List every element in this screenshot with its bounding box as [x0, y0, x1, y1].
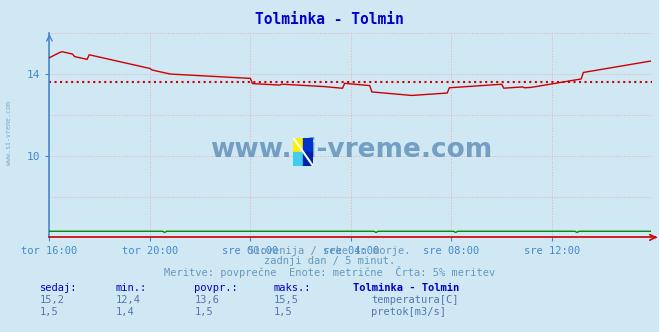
- Text: Meritve: povprečne  Enote: metrične  Črta: 5% meritev: Meritve: povprečne Enote: metrične Črta:…: [164, 266, 495, 278]
- Bar: [293, 152, 303, 166]
- Text: www.si-vreme.com: www.si-vreme.com: [5, 101, 12, 165]
- Text: povpr.:: povpr.:: [194, 283, 238, 293]
- Text: 1,5: 1,5: [194, 307, 213, 317]
- Text: Tolminka - Tolmin: Tolminka - Tolmin: [255, 12, 404, 27]
- Text: 15,5: 15,5: [273, 295, 299, 305]
- Text: Tolminka - Tolmin: Tolminka - Tolmin: [353, 283, 459, 293]
- Text: 15,2: 15,2: [40, 295, 65, 305]
- Text: zadnji dan / 5 minut.: zadnji dan / 5 minut.: [264, 256, 395, 266]
- Text: maks.:: maks.:: [273, 283, 311, 293]
- Text: 12,4: 12,4: [115, 295, 140, 305]
- Bar: [303, 138, 313, 152]
- Text: 1,4: 1,4: [115, 307, 134, 317]
- Text: 1,5: 1,5: [273, 307, 292, 317]
- Text: sedaj:: sedaj:: [40, 283, 77, 293]
- Text: pretok[m3/s]: pretok[m3/s]: [371, 307, 446, 317]
- Text: min.:: min.:: [115, 283, 146, 293]
- Bar: [293, 138, 303, 152]
- Text: temperatura[C]: temperatura[C]: [371, 295, 459, 305]
- Text: 13,6: 13,6: [194, 295, 219, 305]
- Text: Slovenija / reke in morje.: Slovenija / reke in morje.: [248, 246, 411, 256]
- Bar: [303, 152, 313, 166]
- Text: www.si-vreme.com: www.si-vreme.com: [210, 136, 492, 163]
- Text: 1,5: 1,5: [40, 307, 58, 317]
